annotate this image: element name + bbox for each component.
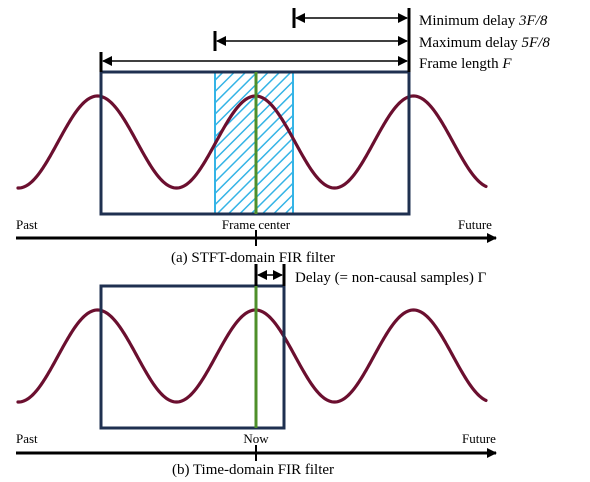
time-frame [99, 284, 286, 430]
min-delay-label: Minimum delay 3F/8 [419, 13, 548, 29]
frame-length-label: Frame length F [419, 56, 512, 72]
max-delay-label: Maximum delay 5F/8 [419, 35, 550, 51]
panel-a: Minimum delay 3F/8 Maximum delay 5F/8 Fr… [16, 8, 550, 266]
caption-b: (b) Time-domain FIR filter [172, 462, 334, 478]
axis-future-label-b: Future [462, 431, 496, 446]
panel-b: Delay (= non-causal samples) Γ Past Futu… [16, 264, 497, 478]
axis-past-label-b: Past [16, 431, 38, 446]
axis-center-label-a: Frame center [222, 217, 291, 232]
axis-center-label-b: Now [243, 431, 269, 446]
axis-future-label-a: Future [458, 217, 492, 232]
signal-wave-b [16, 308, 488, 404]
axis-past-label-a: Past [16, 217, 38, 232]
delay-range-hatch [214, 71, 294, 215]
delay-label: Delay (= non-causal samples) Γ [295, 270, 487, 286]
caption-a: (a) STFT-domain FIR filter [171, 250, 335, 266]
